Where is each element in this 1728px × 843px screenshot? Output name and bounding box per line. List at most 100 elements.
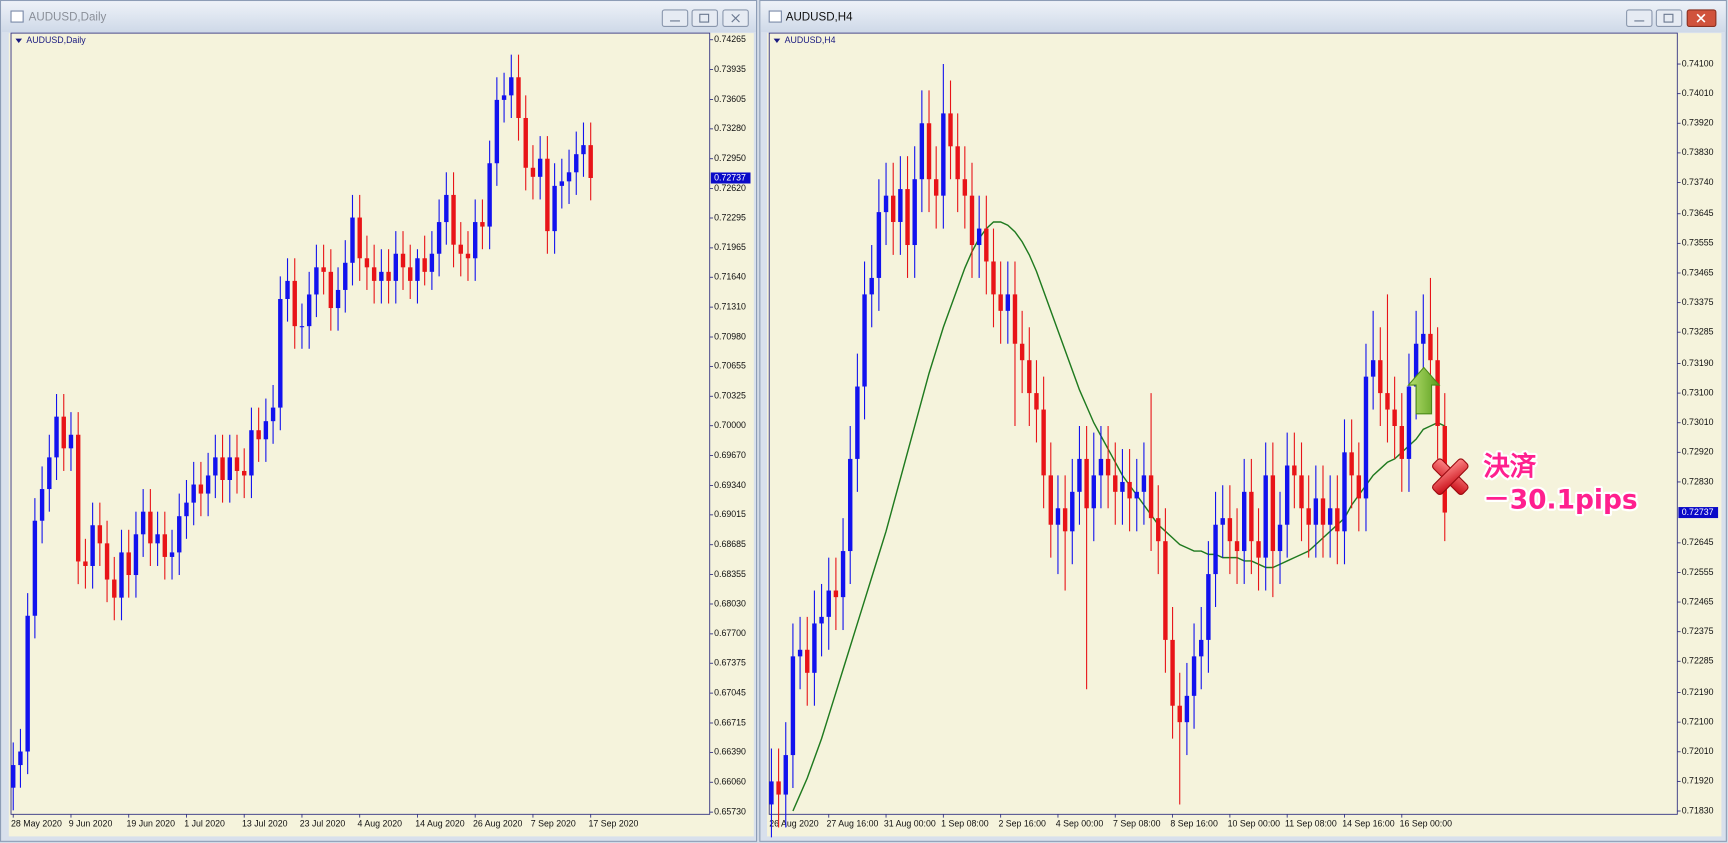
y-tick-label: 0.73285 xyxy=(1682,327,1714,337)
candle-body xyxy=(18,751,23,766)
candle-body xyxy=(386,271,391,281)
last-price-box xyxy=(710,172,751,184)
x-tick-label: 2 Sep 16:00 xyxy=(998,819,1046,829)
candle-body xyxy=(948,113,953,147)
candle-body xyxy=(198,484,204,494)
y-tick-label: 0.70000 xyxy=(714,420,746,430)
candle-body xyxy=(969,195,975,246)
candle-body xyxy=(941,113,946,196)
window-icon xyxy=(10,10,24,23)
y-tick-label: 0.65730 xyxy=(714,806,746,816)
candle-body xyxy=(1134,491,1139,499)
candle-body xyxy=(1113,475,1118,492)
y-tick-label: 0.68685 xyxy=(714,539,746,549)
candle-body xyxy=(436,222,442,254)
candle-body xyxy=(769,781,774,805)
candle-body xyxy=(1148,475,1154,519)
candle-body xyxy=(263,421,269,440)
candle-body xyxy=(422,258,427,272)
x-tick-label: 13 Jul 2020 xyxy=(242,819,288,829)
candle-body xyxy=(90,525,95,566)
candle-body xyxy=(1027,360,1032,394)
y-tick-label: 0.72100 xyxy=(1682,716,1714,726)
candle-body xyxy=(162,534,168,557)
candle-body xyxy=(1170,639,1175,706)
candle-body xyxy=(537,158,543,177)
candle-body xyxy=(1263,475,1268,558)
chart-label: AUDUSD,Daily xyxy=(26,35,86,45)
chart-menu-icon[interactable] xyxy=(15,38,23,44)
candle-body xyxy=(1428,333,1433,361)
candle-body xyxy=(249,430,254,476)
candle-body xyxy=(61,416,66,449)
annotation: 決済 xyxy=(1483,451,1536,482)
y-tick-label: 0.72620 xyxy=(714,183,746,193)
x-tick-label: 1 Jul 2020 xyxy=(184,819,225,829)
candle-body xyxy=(494,99,500,164)
candle-body xyxy=(530,167,536,177)
candle-body xyxy=(408,267,413,281)
y-tick-label: 0.72295 xyxy=(714,212,746,222)
candle-body xyxy=(11,765,16,788)
window-daily: AUDUSD,Daily AUDUSD,Daily xyxy=(0,0,758,842)
candle-body xyxy=(68,434,74,449)
minimize-button[interactable] xyxy=(1626,9,1653,28)
candle-body xyxy=(184,502,189,517)
candle-body xyxy=(1349,452,1354,476)
x-tick-label: 27 Aug 16:00 xyxy=(827,819,879,829)
candle-body xyxy=(1127,481,1132,499)
candle-body xyxy=(1070,491,1075,532)
candle-body xyxy=(32,520,38,616)
candle-body xyxy=(1191,656,1197,696)
y-tick-label: 0.69670 xyxy=(714,450,746,460)
candle-body xyxy=(855,386,860,459)
y-tick-label: 0.73920 xyxy=(1682,118,1714,128)
candle-body xyxy=(1019,343,1025,361)
candle-body xyxy=(126,552,131,576)
y-tick-label: 0.73375 xyxy=(1682,297,1714,307)
title-bar[interactable] xyxy=(760,1,1726,32)
y-tick-label: 0.68355 xyxy=(714,569,746,579)
y-tick-label: 0.72010 xyxy=(1682,746,1714,756)
plot-frame xyxy=(768,32,1678,815)
candle-body xyxy=(1041,409,1046,476)
y-tick-label: 0.71920 xyxy=(1682,776,1714,786)
candle-body xyxy=(133,534,139,576)
y-tick-label: 0.71965 xyxy=(714,242,746,252)
candle-body xyxy=(1399,426,1404,459)
candle-body xyxy=(805,649,810,673)
minimize-button[interactable] xyxy=(661,9,689,28)
candle-body xyxy=(480,222,485,227)
candle-body xyxy=(976,228,982,246)
restore-button[interactable] xyxy=(1655,9,1683,28)
x-tick-label: 16 Sep 00:00 xyxy=(1400,819,1452,829)
chart-menu-icon[interactable] xyxy=(773,38,781,44)
candle-body xyxy=(1156,518,1161,542)
y-tick-label: 0.72950 xyxy=(714,153,746,163)
x-tick-label: 26 Aug 2020 xyxy=(473,819,523,829)
x-tick-label: 14 Aug 2020 xyxy=(415,819,465,829)
candle-body xyxy=(213,457,218,476)
candle-body xyxy=(998,294,1003,311)
y-tick-label: 0.72645 xyxy=(1682,537,1714,547)
candle-body xyxy=(516,77,521,118)
last-price-label: 0.72737 xyxy=(1682,507,1714,517)
candle-body xyxy=(1284,465,1290,525)
candle-body xyxy=(984,228,989,262)
candle-body xyxy=(458,244,463,254)
y-tick-label: 0.74010 xyxy=(1682,88,1714,98)
restore-button[interactable] xyxy=(691,9,718,28)
title-bar[interactable] xyxy=(1,1,756,32)
candle-body xyxy=(1306,508,1311,525)
chart-panel xyxy=(8,33,754,837)
candle-body xyxy=(393,253,399,281)
candle-body xyxy=(833,590,839,598)
candle-body xyxy=(54,416,59,458)
candle-body xyxy=(1270,475,1276,552)
candle-body xyxy=(797,649,803,657)
y-tick-label: 0.72465 xyxy=(1682,596,1714,606)
candle-body xyxy=(1320,498,1326,525)
y-tick-label: 0.73190 xyxy=(1682,358,1714,368)
candle-body xyxy=(83,561,88,566)
candle-body xyxy=(104,543,110,580)
